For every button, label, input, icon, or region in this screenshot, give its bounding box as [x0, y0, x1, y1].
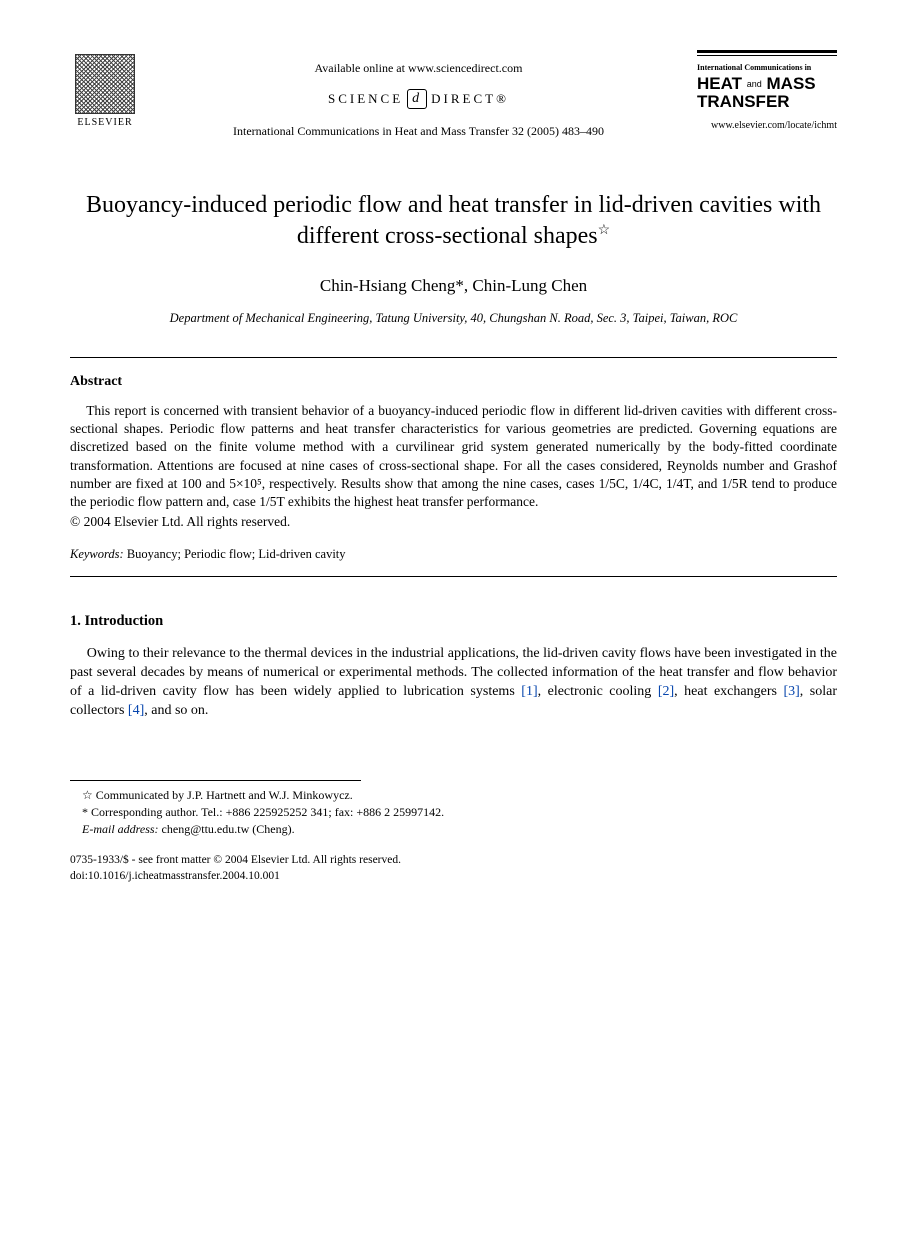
page-header: ELSEVIER Available online at www.science…	[70, 50, 837, 140]
header-center: Available online at www.sciencedirect.co…	[140, 50, 697, 140]
journal-cover-box: International Communications in HEAT and…	[697, 50, 837, 133]
ref-link-1[interactable]: [1]	[521, 684, 537, 699]
journal-url[interactable]: www.elsevier.com/locate/ichmt	[697, 119, 837, 133]
journal-title-big: HEAT and MASS TRANSFER	[697, 75, 837, 111]
publisher-logo: ELSEVIER	[70, 50, 140, 130]
science-direct-right: DIRECT®	[431, 90, 509, 108]
footer-issn-line: 0735-1933/$ - see front matter © 2004 El…	[70, 852, 837, 868]
affiliation-line: Department of Mechanical Engineering, Ta…	[70, 310, 837, 328]
journal-word-transfer: TRANSFER	[697, 92, 790, 111]
email-label: E-mail address:	[82, 822, 159, 836]
keywords-line: Keywords: Buoyancy; Periodic flow; Lid-d…	[70, 546, 837, 564]
intro-text-3: , heat exchangers	[674, 684, 783, 699]
intro-paragraph: Owing to their relevance to the thermal …	[70, 645, 837, 721]
keywords-label: Keywords:	[70, 547, 124, 561]
journal-word-and: and	[747, 79, 762, 89]
ref-link-3[interactable]: [3]	[783, 684, 799, 699]
footer-doi-line: doi:10.1016/j.icheatmasstransfer.2004.10…	[70, 868, 837, 884]
keywords-value: Buoyancy; Periodic flow; Lid-driven cavi…	[127, 547, 346, 561]
publisher-name: ELSEVIER	[77, 116, 132, 130]
abstract-copyright: © 2004 Elsevier Ltd. All rights reserved…	[70, 513, 837, 532]
journal-title-small: International Communications in	[697, 62, 837, 73]
rule-above-abstract	[70, 357, 837, 358]
ref-link-4[interactable]: [4]	[128, 703, 144, 718]
journal-word-heat: HEAT	[697, 74, 742, 93]
abstract-body: This report is concerned with transient …	[70, 402, 837, 511]
journal-rule-thin	[697, 55, 837, 56]
rule-below-keywords	[70, 576, 837, 577]
science-direct-left: SCIENCE	[328, 90, 403, 108]
title-footnote-marker: ☆	[598, 223, 611, 238]
article-title: Buoyancy-induced periodic flow and heat …	[70, 190, 837, 252]
article-title-text: Buoyancy-induced periodic flow and heat …	[86, 192, 821, 249]
available-online-text: Available online at www.sciencedirect.co…	[140, 60, 697, 77]
elsevier-tree-icon	[75, 54, 135, 114]
citation-line: International Communications in Heat and…	[140, 123, 697, 140]
footnotes-block: ☆ Communicated by J.P. Hartnett and W.J.…	[70, 787, 837, 837]
science-direct-logo: SCIENCE d DIRECT®	[328, 89, 509, 109]
footer-meta: 0735-1933/$ - see front matter © 2004 El…	[70, 852, 837, 884]
footnote-corresponding: * Corresponding author. Tel.: +886 22592…	[70, 804, 837, 821]
footnote-communicated: ☆ Communicated by J.P. Hartnett and W.J.…	[70, 787, 837, 804]
journal-rule-thick	[697, 50, 837, 53]
intro-text-5: , and so on.	[144, 703, 208, 718]
footnote-rule	[70, 780, 361, 787]
science-direct-icon: d	[407, 89, 427, 109]
footnote-email: E-mail address: cheng@ttu.edu.tw (Cheng)…	[70, 821, 837, 838]
authors-line: Chin-Hsiang Cheng*, Chin-Lung Chen	[70, 274, 837, 298]
email-value: cheng@ttu.edu.tw (Cheng).	[162, 822, 295, 836]
intro-text-2: , electronic cooling	[538, 684, 658, 699]
ref-link-2[interactable]: [2]	[658, 684, 674, 699]
section-1-heading: 1. Introduction	[70, 611, 837, 631]
abstract-heading: Abstract	[70, 372, 837, 392]
journal-word-mass: MASS	[767, 74, 816, 93]
